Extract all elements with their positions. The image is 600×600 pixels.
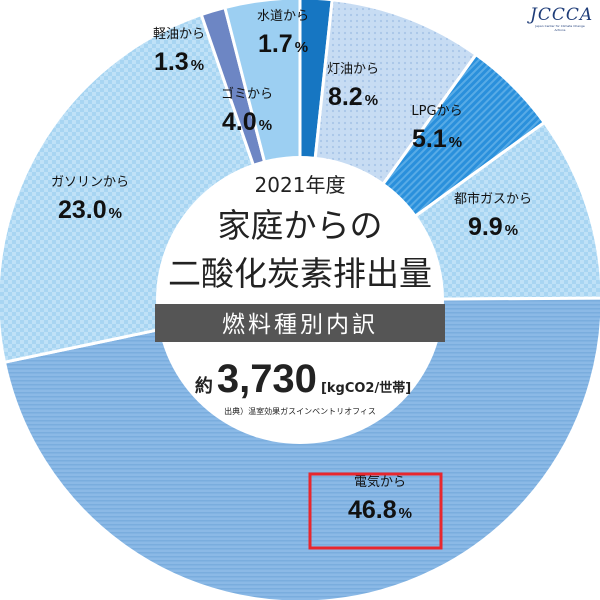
logo-subtitle: Japan Center for Climate Change Actions (535, 24, 585, 32)
pie-slice-5 (2, 296, 600, 600)
donut-hole (156, 156, 444, 444)
slice-label-2: 灯油から (327, 62, 379, 77)
slice-value-2: 8.2% (328, 83, 378, 111)
source-note: 出典）温室効果ガスインベントリオフィス (224, 406, 376, 416)
logo-wordmark: JCCCA (530, 5, 594, 25)
pie-slice-1 (298, 0, 334, 301)
slice-label-6: ガソリンから (51, 175, 129, 190)
chart-title-line2: 二酸化炭素排出量 (168, 254, 432, 293)
total-unit: [kgCO2/世帯] (321, 380, 411, 396)
total-line: 約 3,730 [kgCO2/世帯] (195, 357, 411, 401)
slice-value-3: 5.1% (412, 125, 462, 153)
highlight-box (308, 472, 443, 550)
slice-labels: 水道から 1.7 % 灯油から 8.2 % LPGから 5.1 % 都市ガスから 9.9 % 電気から 4… (51, 9, 532, 524)
slice-label-3: LPGから (411, 104, 462, 119)
slice-value-6: 23.0% (58, 196, 122, 224)
chart-subtitle: 燃料種別内訳 (222, 312, 378, 338)
slice-label-4: 都市ガスから (454, 191, 532, 207)
total-value: 3,730 (217, 357, 317, 401)
slice-label-5: 電気から (354, 474, 406, 490)
slice-label-8: ゴミから (221, 86, 273, 102)
jccca-logo: JCCCA Japan Center for Climate Change Ac… (530, 5, 594, 32)
slice-label-7: 軽油から (153, 27, 205, 42)
slice-value-5: 46.8% (348, 496, 412, 524)
slice-value-7: 1.3% (154, 48, 204, 76)
slice-value-1: 1.7% (258, 30, 308, 58)
chart-year: 2021年度 (255, 173, 346, 197)
slice-label-1: 水道から (257, 9, 309, 24)
chart-title-line1: 家庭からの (218, 206, 383, 245)
subtitle-banner (155, 304, 445, 342)
slice-value-8: 4.0% (222, 108, 272, 136)
slice-value-4: 9.9% (468, 213, 518, 241)
total-prefix: 約 (195, 375, 213, 397)
